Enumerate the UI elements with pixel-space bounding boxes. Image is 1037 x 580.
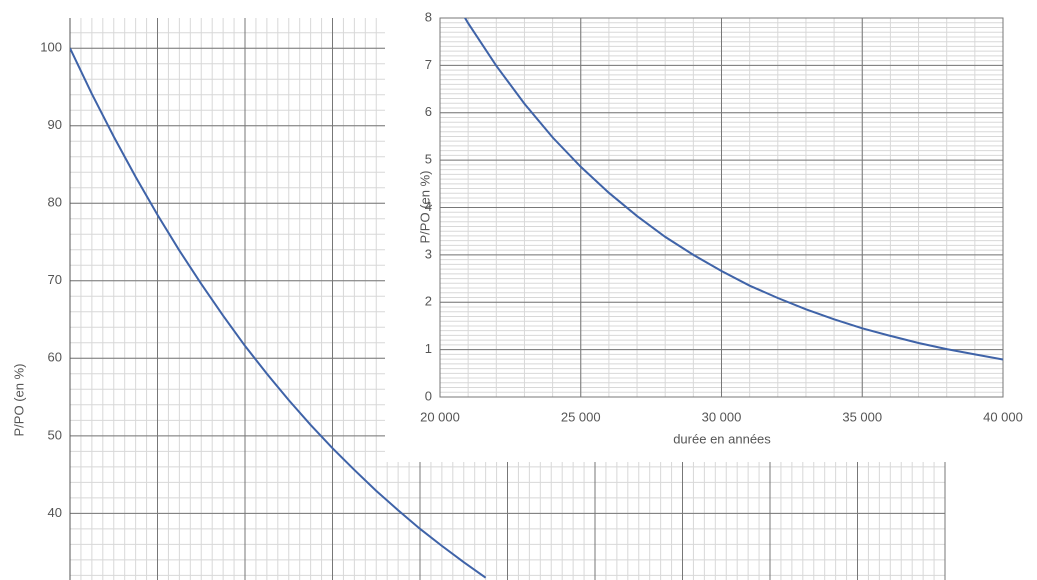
plot-frame <box>439 17 1004 398</box>
y-tick-label: 40 <box>48 505 62 520</box>
curve <box>463 18 1003 361</box>
y-axis-label: P/PO (en %) <box>11 364 26 437</box>
x-tick-label: 30 000 <box>702 409 742 424</box>
y-axis-label: P/PO (en %) <box>417 171 432 244</box>
y-tick-label: 4 <box>425 199 432 214</box>
y-tick-label: 0 <box>425 388 432 403</box>
y-tick-label: 6 <box>425 104 432 119</box>
y-tick-label: 70 <box>48 272 62 287</box>
y-tick-label: 3 <box>425 246 432 261</box>
x-tick-label: 35 000 <box>842 409 882 424</box>
y-tick-label: 7 <box>425 57 432 72</box>
curve <box>70 47 487 579</box>
y-tick-label: 8 <box>425 9 432 24</box>
x-axis-label: durée en années <box>673 431 771 446</box>
inset-chart: 20 000 25 000 30 000 35 000 40 000 0 1 2 3 4 5 6 7 8 P… <box>417 9 1023 446</box>
y-tick-label: 90 <box>48 117 62 132</box>
y-tick-label: 5 <box>425 152 432 167</box>
y-tick-label: 100 <box>40 40 62 55</box>
y-tick-label: 1 <box>425 341 432 356</box>
x-tick-label: 40 000 <box>983 409 1023 424</box>
y-tick-label: 50 <box>48 427 62 442</box>
x-tick-label: 20 000 <box>420 409 460 424</box>
y-tick-label: 80 <box>48 195 62 210</box>
y-tick-label: 2 <box>425 294 432 309</box>
y-tick-label: 60 <box>48 350 62 365</box>
x-tick-label: 25 000 <box>561 409 601 424</box>
